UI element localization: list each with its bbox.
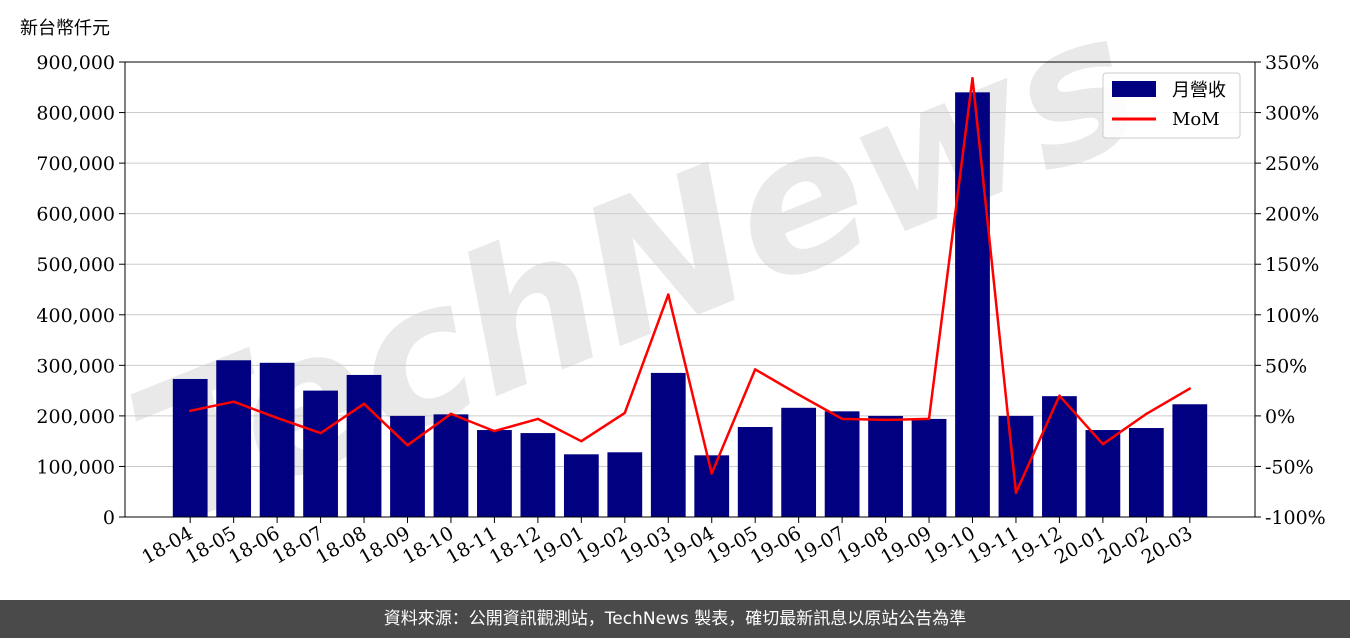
source-footer: 資料來源：公開資訊觀測站，TechNews 製表，確切最新訊息以原站公告為準 bbox=[0, 600, 1350, 638]
mom-point bbox=[753, 368, 757, 371]
bar bbox=[563, 454, 599, 517]
bar bbox=[955, 92, 990, 517]
mom-point bbox=[1145, 412, 1148, 416]
mom-point bbox=[710, 472, 713, 475]
mom-point bbox=[840, 417, 844, 421]
y-right-tick-label: 150% bbox=[1265, 254, 1319, 276]
chart: TechNews 新台幣仟元 0100,000200,000300,000400… bbox=[20, 0, 1326, 570]
mom-point bbox=[797, 393, 800, 396]
mom-point bbox=[536, 417, 540, 421]
mom-point bbox=[1014, 491, 1018, 494]
y-axis-unit-label: 新台幣仟元 bbox=[20, 18, 110, 39]
y-axis-right: -100% -50% 0% 50% 100% 150% 200% 250% 300% 350% bbox=[1255, 52, 1326, 529]
bar bbox=[607, 452, 643, 517]
legend-label-revenue: 月營收 bbox=[1172, 80, 1226, 101]
bar bbox=[868, 415, 903, 517]
legend: 月營收 MoM bbox=[1102, 72, 1241, 139]
bar bbox=[172, 378, 208, 517]
mom-point bbox=[406, 444, 409, 447]
y-right-tick-label: 0% bbox=[1265, 406, 1295, 428]
y-right-tick-label: -100% bbox=[1265, 507, 1326, 529]
bar bbox=[1128, 428, 1164, 517]
mom-point bbox=[1058, 394, 1061, 397]
y-left-tick-label: 500,000 bbox=[36, 254, 115, 276]
bar bbox=[433, 414, 469, 517]
bar bbox=[1042, 396, 1077, 517]
mom-point bbox=[623, 411, 627, 415]
mom-point bbox=[1101, 443, 1105, 446]
mom-point bbox=[493, 429, 496, 433]
mom-point bbox=[319, 431, 322, 435]
y-left-tick-label: 400,000 bbox=[36, 305, 115, 327]
bar bbox=[259, 362, 295, 517]
y-right-tick-label: 50% bbox=[1265, 355, 1307, 377]
mom-point bbox=[275, 416, 279, 420]
y-left-tick-label: 200,000 bbox=[36, 406, 115, 428]
bar bbox=[520, 433, 556, 517]
y-left-tick-label: 600,000 bbox=[36, 204, 115, 226]
bar bbox=[346, 374, 382, 517]
bar bbox=[694, 455, 730, 517]
bar bbox=[781, 407, 817, 517]
legend-label-mom: MoM bbox=[1172, 109, 1220, 130]
mom-point bbox=[927, 417, 931, 421]
y-right-tick-label: 250% bbox=[1265, 153, 1319, 175]
y-left-tick-label: 0 bbox=[103, 507, 115, 529]
y-right-tick-label: -50% bbox=[1265, 456, 1314, 478]
mom-point bbox=[1188, 387, 1192, 390]
mom-point bbox=[884, 418, 887, 422]
y-axis-left: 0 100,000 200,000 300,000 400,000 500,000 600,… bbox=[36, 52, 125, 529]
mom-point bbox=[362, 402, 366, 405]
bar bbox=[824, 411, 860, 517]
mom-point bbox=[449, 412, 453, 416]
mom-point bbox=[971, 76, 974, 80]
mom-point bbox=[580, 439, 583, 443]
bar bbox=[911, 418, 947, 517]
bar bbox=[650, 372, 686, 517]
y-left-tick-label: 100,000 bbox=[36, 456, 115, 478]
mom-line-path bbox=[189, 76, 1191, 494]
y-right-tick-label: 300% bbox=[1265, 103, 1319, 125]
bar bbox=[1172, 404, 1208, 517]
y-left-tick-label: 700,000 bbox=[36, 153, 115, 175]
plot-frame bbox=[124, 61, 1256, 518]
y-right-tick-label: 100% bbox=[1265, 305, 1319, 327]
mom-point bbox=[667, 293, 670, 296]
y-left-tick-label: 800,000 bbox=[36, 103, 115, 125]
mom-point bbox=[188, 409, 192, 413]
bar bbox=[216, 360, 252, 517]
mom-point bbox=[232, 400, 235, 403]
bar bbox=[477, 430, 512, 517]
legend-bar-swatch bbox=[1112, 81, 1156, 97]
bar bbox=[303, 390, 338, 517]
y-right-tick-label: 350% bbox=[1265, 52, 1319, 74]
bar bbox=[390, 415, 425, 517]
bars bbox=[172, 92, 1208, 517]
bar bbox=[737, 427, 773, 517]
y-left-tick-label: 300,000 bbox=[36, 355, 115, 377]
y-left-tick-label: 900,000 bbox=[36, 52, 115, 74]
y-right-tick-label: 200% bbox=[1265, 204, 1319, 226]
x-tick-label: 20-03 bbox=[1138, 522, 1196, 568]
mom-line bbox=[188, 76, 1192, 494]
